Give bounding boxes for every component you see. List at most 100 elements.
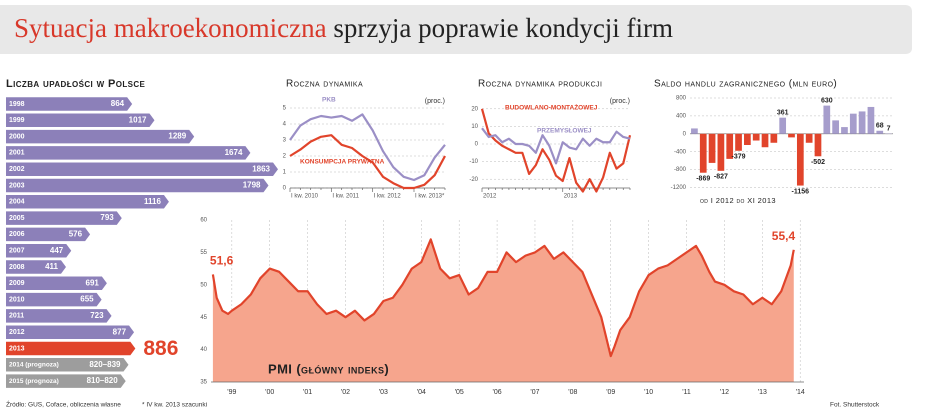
value-label: 51,6 <box>210 254 234 268</box>
x-tick-label: '12 <box>720 389 729 396</box>
category-label: 2001 <box>9 150 25 157</box>
value-label: -379 <box>732 154 746 161</box>
bar <box>6 113 155 128</box>
bar <box>849 113 857 134</box>
bar <box>805 133 813 143</box>
bar <box>6 129 195 144</box>
bar <box>761 133 769 148</box>
source: Źródło: GUS, Coface, obliczenia własne <box>6 400 121 409</box>
value-label: 1116 <box>144 197 161 206</box>
bar <box>752 133 760 141</box>
bar <box>876 130 884 134</box>
category-label: 1998 <box>9 101 25 108</box>
value-label: -827 <box>714 174 728 181</box>
category-label: 2013 <box>9 345 25 352</box>
value-label: 361 <box>777 109 789 116</box>
category-label: 1999 <box>9 117 25 124</box>
x-tick-label: I kw. 2013* <box>415 194 445 200</box>
page-title: Sytuacja makroekonomiczna sprzyja popraw… <box>14 13 673 43</box>
y-tick-label: -10 <box>469 159 478 165</box>
bar <box>6 243 72 258</box>
y-tick-label: 0 <box>283 186 287 192</box>
series-label: PKB <box>322 97 336 104</box>
x-tick-label: '10 <box>644 389 653 396</box>
y-tick-label: 800 <box>676 96 687 102</box>
unit-label: (proc.) <box>425 98 445 105</box>
value-label: 723 <box>90 311 104 320</box>
category-label: 2005 <box>9 215 25 222</box>
x-tick-label: '03 <box>379 389 388 396</box>
bar <box>6 292 102 307</box>
y-tick-label: -800 <box>674 167 687 173</box>
title-dark: sprzyja poprawie kondycji firm <box>333 13 673 43</box>
y-tick-label: 4 <box>283 122 287 128</box>
x-tick-label: 2012 <box>483 194 497 200</box>
value-label: -1156 <box>792 188 810 195</box>
bar <box>832 120 839 134</box>
y-tick-label: 50 <box>200 282 207 288</box>
bar <box>744 133 751 145</box>
series-label: KONSUMPCJA PRYWATNA <box>300 159 385 166</box>
y-tick-label: 35 <box>200 380 207 386</box>
value-label: 55,4 <box>772 229 796 243</box>
x-tick-label: '99 <box>227 389 236 396</box>
bar <box>735 133 742 151</box>
y-tick-label: 1 <box>283 170 287 176</box>
y-tick-label: 0 <box>475 142 479 148</box>
value-label: 1289 <box>168 132 186 141</box>
category-label: 2000 <box>9 133 25 140</box>
area <box>212 239 794 382</box>
y-tick-label: 10 <box>471 124 478 130</box>
value-label: 68 <box>876 123 884 130</box>
unit-label: (proc.) <box>610 98 630 105</box>
y-tick-label: 0 <box>683 131 687 137</box>
bar <box>6 374 126 388</box>
bar <box>6 195 169 209</box>
value-label: 886 <box>143 337 178 360</box>
chart-note: od I 2012 do XI 2013 <box>700 196 776 205</box>
x-tick-label: I kw. 2011 <box>332 194 359 200</box>
value-label: 655 <box>80 295 94 304</box>
bar <box>796 133 804 186</box>
x-tick-label: I kw. 2010 <box>291 194 319 200</box>
value-label: 691 <box>86 278 100 287</box>
title-red: Sytuacja makroekonomiczna <box>14 13 327 43</box>
value-label: 1863 <box>252 164 270 173</box>
chart-title: PMI (główny indeks) <box>268 361 389 376</box>
bar <box>699 133 707 173</box>
bar <box>6 309 112 323</box>
x-tick-label: '07 <box>530 389 539 396</box>
y-tick-label: 20 <box>471 106 478 112</box>
bar <box>708 133 716 163</box>
value-label: 7 <box>887 125 891 132</box>
bar <box>867 106 875 134</box>
bar <box>841 127 848 134</box>
category-label: 2010 <box>9 296 25 303</box>
bar <box>823 105 831 134</box>
bar <box>6 260 67 274</box>
chart-title: Roczna dynamika produkcji <box>478 79 602 90</box>
bar <box>6 97 133 111</box>
title-banner <box>0 5 912 54</box>
category-label: 2012 <box>9 329 25 336</box>
x-tick-label: '04 <box>417 389 426 396</box>
value-label: 576 <box>69 230 83 239</box>
value-label: 630 <box>821 97 833 104</box>
bar <box>770 133 778 143</box>
series-label: PRZEMYSŁOWEJ <box>537 128 592 135</box>
y-tick-label: 2 <box>283 154 287 160</box>
category-label: 2006 <box>9 231 25 238</box>
y-tick-label: -400 <box>674 149 687 155</box>
bar <box>717 133 725 171</box>
x-tick-label: '02 <box>341 389 350 396</box>
bar <box>814 133 822 157</box>
x-tick-label: I kw. 2012 <box>374 194 402 200</box>
category-label: 2007 <box>9 248 25 255</box>
value-label: -869 <box>696 176 710 183</box>
series-line <box>480 108 632 193</box>
value-label: 810–820 <box>87 376 119 385</box>
value-label: 1674 <box>225 148 243 157</box>
y-tick-label: 5 <box>283 106 287 112</box>
bar <box>6 325 135 339</box>
bar <box>6 211 122 225</box>
